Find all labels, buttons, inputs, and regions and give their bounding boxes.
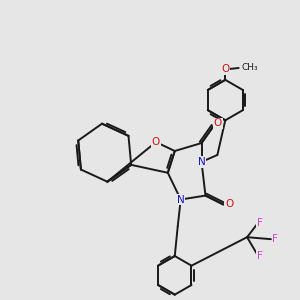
Text: F: F xyxy=(272,234,278,244)
Text: O: O xyxy=(214,118,222,128)
Text: N: N xyxy=(198,157,206,167)
Text: O: O xyxy=(221,64,230,74)
Text: CH₃: CH₃ xyxy=(242,64,258,73)
Text: O: O xyxy=(225,200,233,209)
Text: O: O xyxy=(152,137,160,147)
Text: N: N xyxy=(177,194,184,205)
Text: F: F xyxy=(257,218,263,228)
Text: F: F xyxy=(257,250,263,260)
